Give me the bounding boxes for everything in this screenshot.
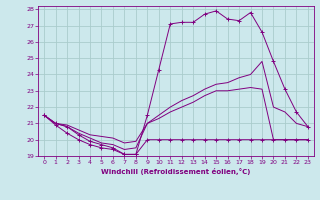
X-axis label: Windchill (Refroidissement éolien,°C): Windchill (Refroidissement éolien,°C)	[101, 168, 251, 175]
